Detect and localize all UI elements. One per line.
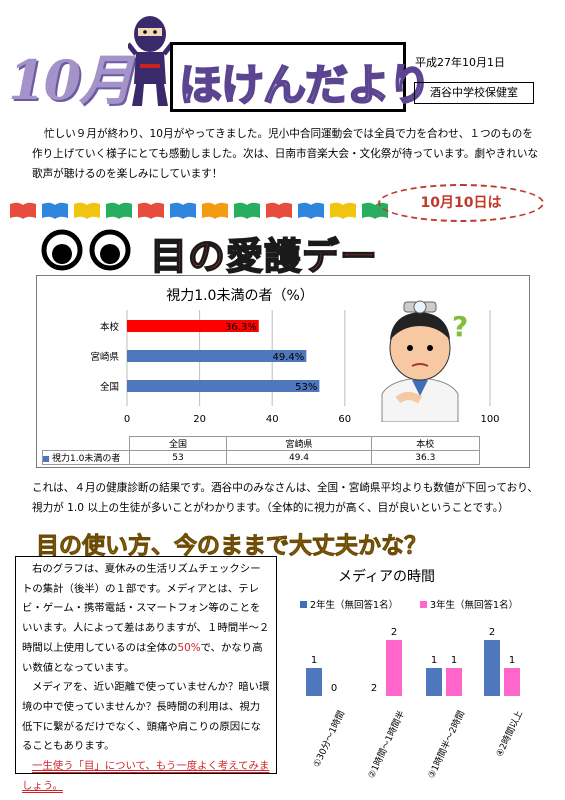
eye-day-title: 目の愛護デー: [149, 234, 378, 279]
legend-3rd-year: 3年生（無回答1名）: [420, 597, 518, 611]
bar: [127, 350, 307, 362]
row-label-text: 視力1.0未満の者: [52, 454, 121, 464]
legend-swatch: [420, 601, 427, 608]
note-percent: 50%: [177, 641, 201, 654]
x-tick-label: 100: [480, 414, 499, 425]
x-tick-label: 40: [266, 414, 279, 425]
bar: [426, 668, 442, 696]
legend-2nd-year: 2年生（無回答1名）: [300, 597, 398, 611]
data-label: 2: [489, 627, 495, 638]
bar: [127, 320, 259, 332]
x-tick-label: 60: [338, 414, 351, 425]
x-tick-label: 20: [193, 414, 206, 425]
legend-swatch: [300, 601, 307, 608]
data-label: 0: [331, 683, 337, 694]
x-tick-label: 0: [124, 414, 130, 425]
newsletter-title: ほけんだより: [178, 60, 432, 112]
bar: [484, 640, 500, 696]
table-header: 宮崎県: [226, 436, 372, 451]
media-chart-title: メディアの時間: [338, 569, 436, 585]
legend-label: 3年生（無回答1名）: [430, 600, 519, 611]
data-label: 1: [431, 655, 437, 666]
media-bar-chart: 1 0 ①30分～1時間 2 2 ②1時間～1時間半 1 1 ③1時間半～2時間 2 1 ④2時間以上: [306, 627, 525, 781]
data-label: 36.3%: [225, 322, 257, 333]
svg-text:?: ?: [452, 310, 468, 343]
table-header: 本校: [370, 436, 481, 451]
bar: [504, 668, 520, 696]
category-label: ②1時間～1時間半: [365, 709, 407, 781]
vision-chart-frame: [36, 275, 530, 468]
note-text-segment: 右のグラフは、夏休みの生活リズムチェックシートの集計（後半）の１部です。メディア…: [22, 563, 270, 654]
doctor-illustration: ?: [381, 300, 468, 422]
books-decoration: [10, 202, 388, 219]
bar: [386, 640, 402, 696]
table-cell: 36.3: [370, 450, 481, 465]
table-header: 全国: [128, 436, 228, 451]
data-label: 49.4%: [273, 352, 305, 363]
bar: [446, 668, 462, 696]
note-paragraph-2: メディアを、近い距離で使っていませんか？暗い環境の中で使っていませんか？長時間の…: [22, 681, 270, 753]
note-paragraph-1: 右のグラフは、夏休みの生活リズムチェックシートの集計（後半）の１部です。メディア…: [22, 560, 270, 678]
category-label: ③1時間半～2時間: [425, 709, 467, 781]
data-label: 2: [371, 683, 377, 694]
vision-chart-title: 視力1.0未満の者（%）: [166, 288, 314, 304]
vision-data-table: 全国 宮崎県 本校 視力1.0未満の者 53 49.4 36.3: [42, 436, 481, 465]
table-cell: 49.4: [226, 450, 372, 465]
school-name: 酒谷中学校保健室: [414, 82, 534, 104]
bar: [306, 668, 322, 696]
intro-paragraph: 忙しい９月が終わり、10月がやってきました。児小中合同運動会では全員で力を合わせ…: [32, 128, 539, 180]
eyes-icon: [41, 229, 131, 271]
month-heading: 10月: [8, 48, 133, 112]
note-box: [15, 556, 277, 774]
category-label: 全国: [100, 381, 119, 393]
title-box: ほけんだより: [170, 42, 432, 112]
category-label: ①30分～1時間: [311, 709, 347, 769]
table-row-label: 視力1.0未満の者: [42, 450, 130, 465]
category-label: ④2時間以上: [494, 709, 525, 759]
note-paragraph-3: 一生使う「目」について、もう一度よく考えてみましょう。: [22, 760, 270, 792]
note-text: 右のグラフは、夏休みの生活リズムチェックシートの集計（後半）の１部です。メディア…: [22, 560, 270, 796]
result-paragraph: これは、４月の健康診断の結果です。酒谷中のみなさんは、全国・宮崎県平均よりも数値…: [32, 482, 538, 514]
data-label: 1: [311, 655, 317, 666]
data-label: 1: [451, 655, 457, 666]
slogan-heading: 目の使い方、今のままで大丈夫かな？: [36, 533, 428, 560]
issue-date: 平成27年10月1日: [415, 56, 505, 69]
note-text-segment: で、かなり高い数値となっています。: [22, 641, 263, 674]
bar: [127, 380, 320, 392]
data-label: 1: [509, 655, 515, 666]
legend-swatch: [43, 455, 49, 462]
category-label: 本校: [100, 321, 120, 333]
data-label: 53%: [295, 382, 317, 393]
data-label: 2: [391, 627, 397, 638]
ninja-illustration: [128, 16, 172, 106]
legend-label: 2年生（無回答1名）: [310, 600, 399, 611]
category-label: 宮崎県: [90, 351, 119, 363]
table-cell: 53: [128, 450, 228, 465]
event-date-bubble: 10月10日は: [378, 184, 544, 222]
